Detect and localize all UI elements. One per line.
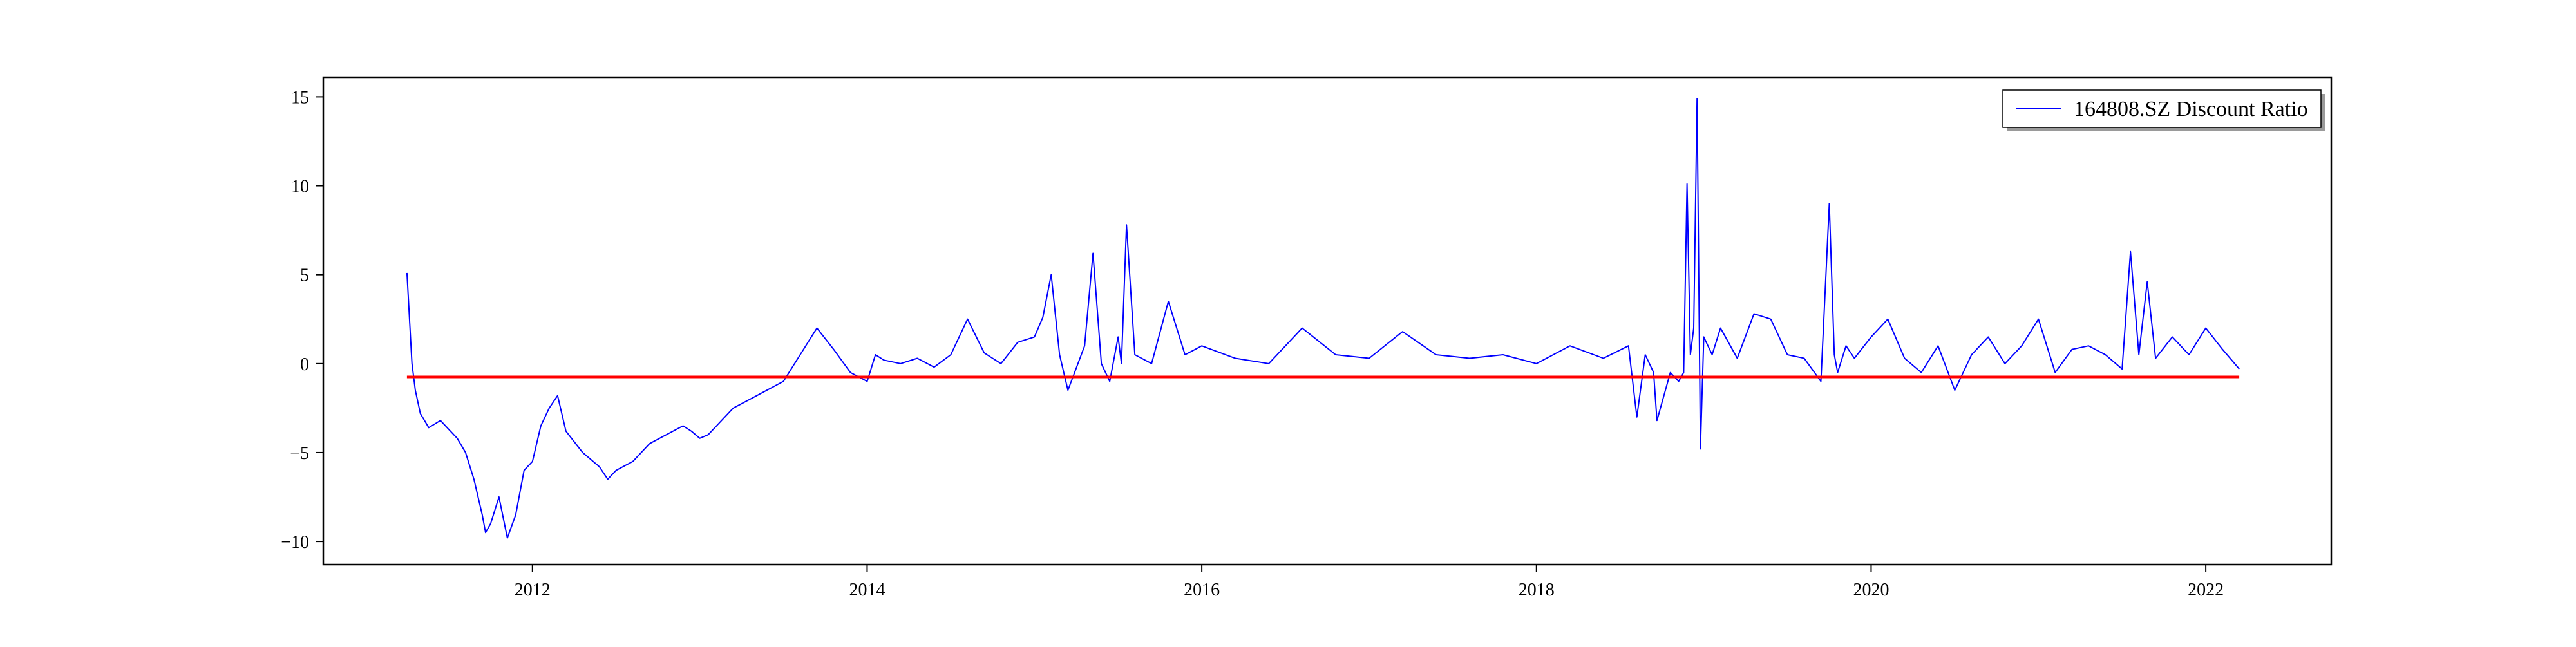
- legend-label: 164808.SZ Discount Ratio: [2074, 97, 2308, 121]
- y-axis: −10 −5 0 5 10 15: [281, 88, 323, 552]
- x-tick-label: 2020: [1853, 580, 1889, 600]
- x-tick-label: 2012: [515, 580, 551, 600]
- y-tick-label: −5: [290, 444, 309, 464]
- x-tick-label: 2014: [849, 580, 885, 600]
- x-tick-label: 2016: [1184, 580, 1220, 600]
- y-tick-label: 10: [291, 177, 309, 197]
- x-axis: 2012 2014 2016 2018 2020 2022: [515, 565, 2224, 600]
- y-tick-label: −10: [281, 532, 309, 552]
- legend: 164808.SZ Discount Ratio: [2002, 89, 2325, 131]
- y-tick-label: 0: [300, 355, 309, 375]
- x-tick-label: 2022: [2188, 580, 2224, 600]
- axes-frame: [322, 76, 2333, 566]
- y-tick-label: 15: [291, 88, 309, 108]
- x-tick-label: 2018: [1519, 580, 1555, 600]
- y-tick-label: 5: [300, 266, 309, 286]
- series-line-discount-ratio: [406, 98, 2240, 539]
- plot-area: [406, 98, 2240, 539]
